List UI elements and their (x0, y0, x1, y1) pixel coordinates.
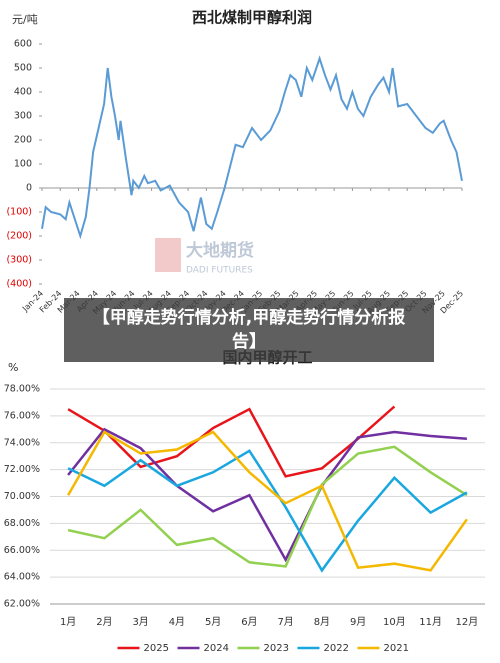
y-tick-label: (200) (6, 231, 32, 242)
x-tick-label: 4月 (169, 616, 185, 628)
y-tick-label: 68.00% (4, 518, 40, 529)
chart-title: 西北煤制甲醇利润 (192, 9, 312, 27)
legend-label: 2025 (144, 643, 169, 654)
x-tick-label: 2月 (96, 616, 112, 628)
y-tick-label: 300 (14, 111, 32, 122)
legend-label: 2021 (384, 643, 409, 654)
y-tick-label: (400) (6, 279, 32, 290)
y-axis-label: 元/吨 (12, 13, 38, 26)
y-tick-label: 70.00% (4, 491, 40, 502)
y-tick-label: 62.00% (4, 599, 40, 610)
line (67, 430, 468, 572)
y-tick-label: (300) (6, 255, 32, 266)
y-axis-label: % (8, 361, 18, 374)
legend-label: 2024 (204, 643, 229, 654)
y-tick-label: 0 (26, 183, 32, 194)
y-tick-label: 400 (14, 87, 32, 98)
x-tick-label: 6月 (241, 616, 257, 628)
x-tick-label: 12月 (456, 616, 479, 628)
x-tick-label: 1月 (60, 616, 76, 628)
y-tick-label: 74.00% (4, 437, 40, 448)
y-tick-label: 200 (14, 135, 32, 146)
x-tick-label: 8月 (314, 616, 330, 628)
x-tick-label: 10月 (383, 616, 406, 628)
y-tick-label: 66.00% (4, 545, 40, 556)
x-tick-label: 7月 (277, 616, 293, 628)
watermark-name: 大地期货 (186, 240, 254, 261)
x-tick-label: 11月 (419, 616, 442, 628)
y-tick-label: 600 (14, 39, 32, 50)
y-tick-label: 64.00% (4, 572, 40, 583)
watermark-logo (155, 238, 181, 272)
legend-label: 2023 (264, 643, 289, 654)
y-tick-label: 72.00% (4, 464, 40, 475)
y-tick-label: 76.00% (4, 410, 40, 421)
legend-label: 2022 (324, 643, 349, 654)
line (67, 445, 468, 568)
watermark-sub: DADI FUTURES (186, 266, 253, 276)
banner: 【甲醇走势行情分析,甲醇走势行情分析报告】 (64, 298, 434, 362)
line (67, 405, 396, 478)
y-tick-label: (100) (6, 207, 32, 218)
x-tick-label: 5月 (205, 616, 221, 628)
y-tick-label: 500 (14, 63, 32, 74)
watermark: 大地期货 DADI FUTURES (155, 238, 254, 276)
x-tick-label: 9月 (350, 616, 366, 628)
y-tick-label: 78.00% (4, 384, 40, 395)
line (41, 55, 463, 240)
x-tick-label: 3月 (132, 616, 148, 628)
y-tick-label: 100 (14, 159, 32, 170)
line (67, 427, 467, 563)
line (67, 449, 468, 573)
